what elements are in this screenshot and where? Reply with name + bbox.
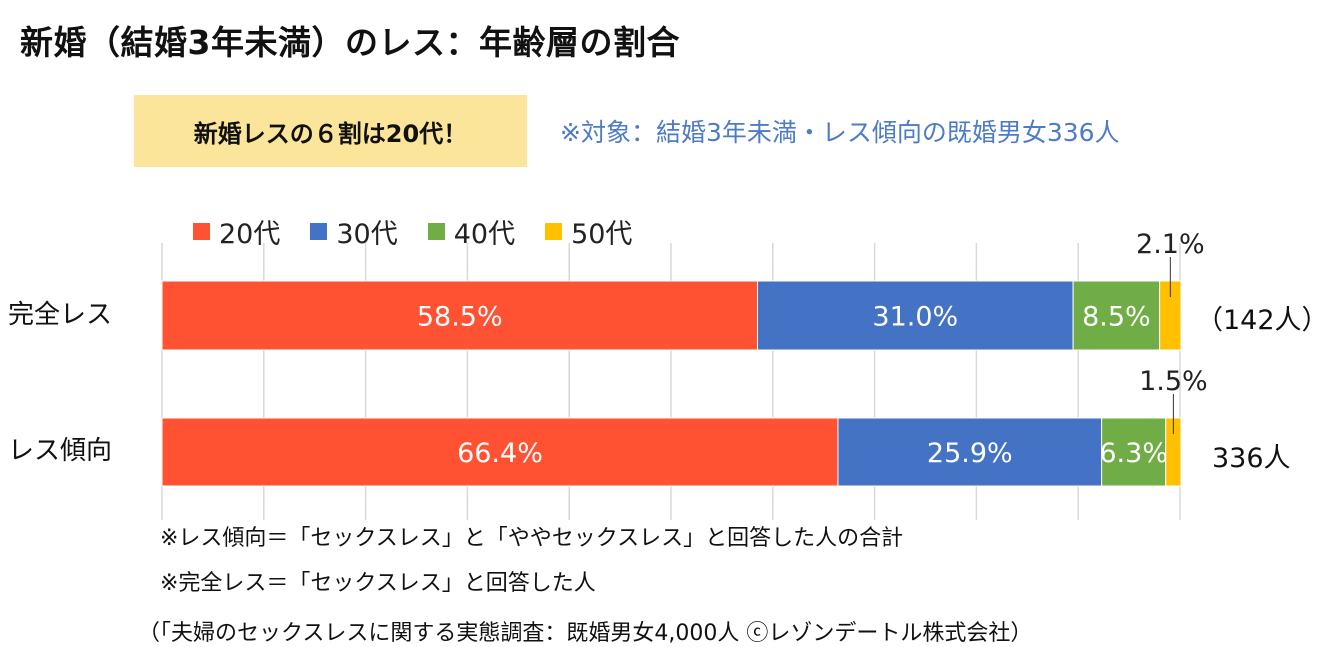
legend-item-50s: 50代	[545, 212, 632, 251]
bar-0-1	[757, 280, 1074, 351]
legend-label-40s: 40代	[453, 219, 516, 250]
legend-label-50s: 50代	[571, 219, 633, 250]
total-label-complete: （142人）	[1196, 305, 1326, 336]
bar-label-1-0: 66.4%	[457, 438, 543, 469]
legend-item-40s: 40代	[427, 212, 516, 251]
legend-swatch-50s	[545, 223, 563, 240]
bar-1-0	[161, 417, 839, 487]
footnote-complete-definition: ※完全レス＝「セックスレス」と回答した人	[160, 571, 596, 596]
bar-label-1-3: 1.5%	[1139, 366, 1208, 397]
legend-label-30s: 30代	[336, 219, 398, 250]
bar-1-1	[837, 417, 1103, 487]
chart-legend: 20代 30代 40代 50代	[193, 212, 662, 251]
bar-label-0-3: 2.1%	[1136, 229, 1205, 260]
target-note: ※対象：結婚3年未満・レス傾向の既婚男女336人	[560, 118, 1120, 147]
bar-label-1-2: 6.3%	[1099, 438, 1168, 469]
legend-swatch-40s	[427, 223, 445, 240]
highlight-callout: 新婚レスの６割は20代！	[134, 95, 527, 167]
legend-item-30s: 30代	[310, 212, 398, 251]
legend-swatch-30s	[310, 223, 328, 240]
bar-label-0-1: 31.0%	[872, 302, 958, 333]
footnote-tendency-definition: ※レス傾向＝「セックスレス」と「ややセックスレス」と回答した人の合計	[160, 526, 904, 551]
chart-title: 新婚（結婚3年未満）のレス：年齢層の割合	[20, 23, 680, 62]
bar-0-0	[161, 280, 759, 351]
bar-label-1-1: 25.9%	[927, 438, 1013, 469]
legend-swatch-20s	[193, 223, 210, 240]
bar-1-2	[1101, 417, 1167, 487]
category-label-tendency: レス傾向	[8, 436, 113, 466]
bar-0-2	[1072, 280, 1161, 351]
legend-item-20s: 20代	[193, 212, 280, 251]
legend-label-20s: 20代	[219, 219, 281, 250]
source-credit: （「夫婦のセックスレスに関する実態調査：既婚男女4,000人 ⓒレゾンデートル株…	[138, 621, 1033, 646]
total-label-tendency: 336人	[1212, 443, 1291, 474]
bar-label-0-0: 58.5%	[417, 302, 503, 333]
highlight-text: 新婚レスの６割は20代！	[193, 119, 468, 148]
bar-label-0-2: 8.5%	[1082, 302, 1151, 333]
category-label-complete: 完全レス	[8, 300, 113, 330]
